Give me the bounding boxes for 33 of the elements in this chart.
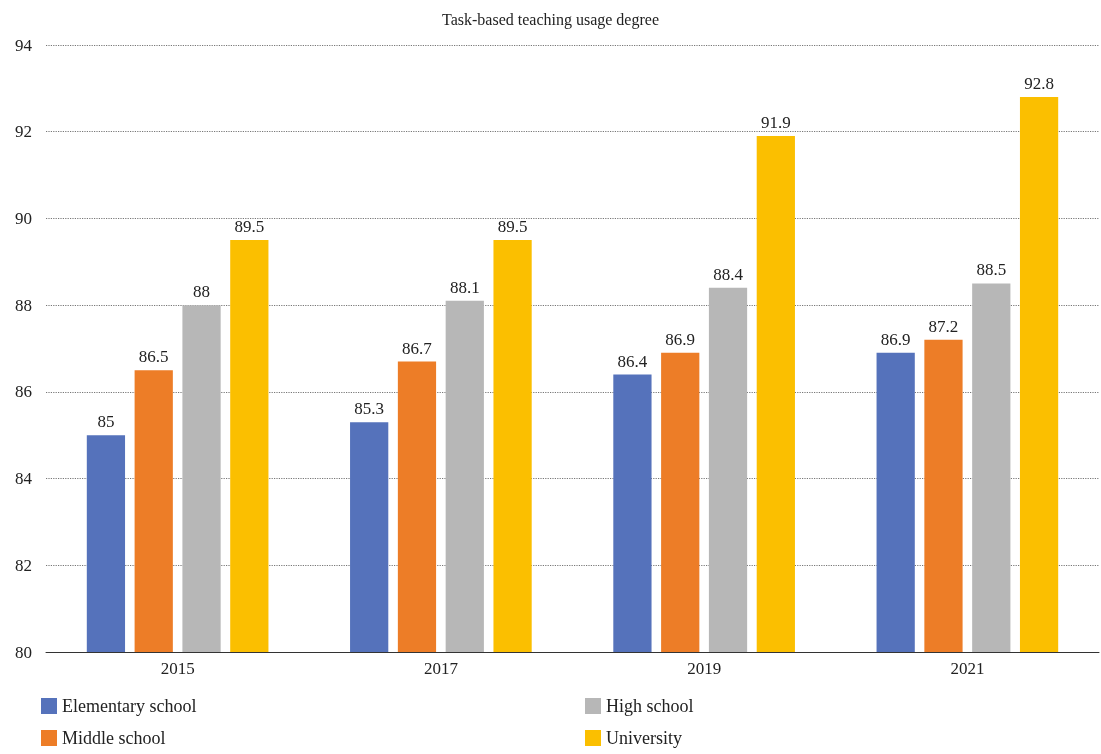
data-label: 89.5 [234,217,265,237]
y-tick-label: 86 [15,382,32,402]
data-label: 89.5 [497,217,528,237]
data-label: 85 [97,412,115,432]
y-tick-label: 94 [15,35,33,55]
x-tick-label: 2021 [950,659,985,678]
data-label: 88.5 [976,260,1007,280]
data-label: 88.1 [449,277,480,297]
y-tick-label: 84 [15,469,33,489]
y-tick-label: 92 [15,122,32,142]
x-tick-label: 2019 [687,659,722,678]
y-tick-label: 88 [15,295,32,315]
data-label: 85.3 [354,399,385,419]
legend-label: Elementary school [62,696,197,716]
x-tick-label: 2015 [160,659,195,678]
data-label: 91.9 [760,113,791,133]
y-tick-label: 82 [15,555,32,575]
y-tick-label: 80 [15,642,32,662]
data-label: 86.5 [138,347,169,367]
data-label: 87.2 [928,316,959,336]
data-label: 92.8 [1024,74,1054,94]
x-tick-label: 2017 [423,659,459,678]
data-label: 86.9 [665,329,696,349]
data-label: 86.7 [402,338,433,358]
data-label: 88 [193,282,211,302]
chart-title: Task-based teaching usage degree [442,10,659,29]
data-label: 86.4 [617,351,648,371]
y-tick-label: 90 [15,208,32,228]
legend-label: High school [606,696,694,716]
legend-label: University [606,728,682,748]
data-label: 86.9 [880,329,911,349]
legend-label: Middle school [62,728,166,748]
data-label: 88.4 [713,264,744,284]
